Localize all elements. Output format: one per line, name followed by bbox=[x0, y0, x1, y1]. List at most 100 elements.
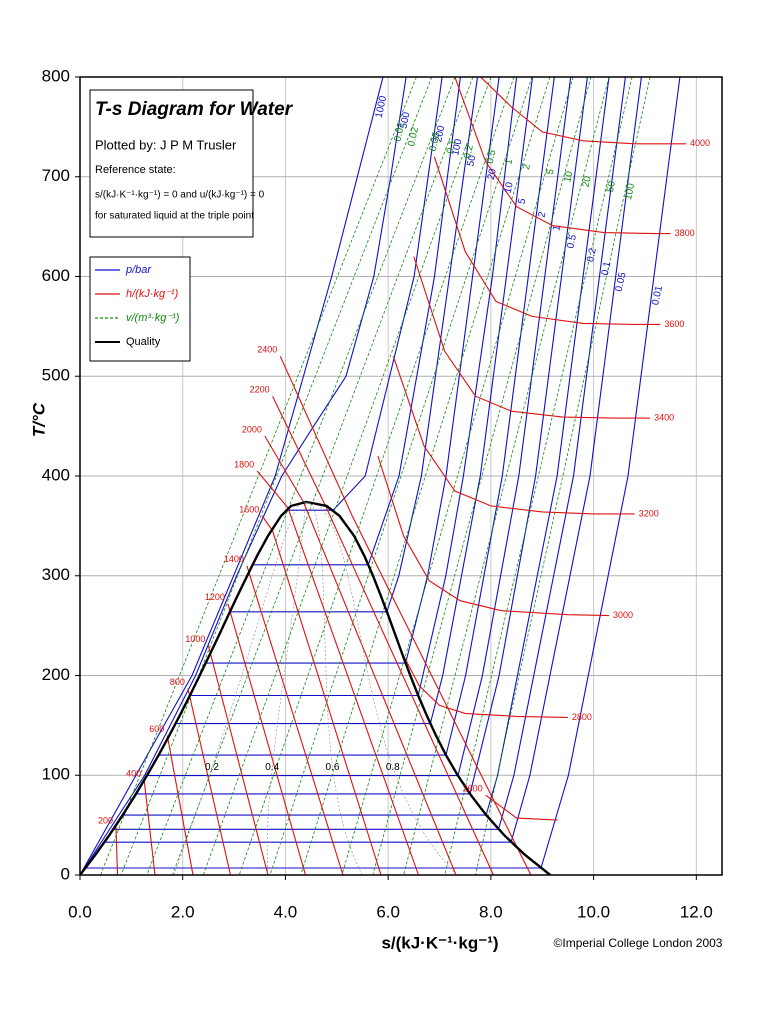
legend-label: p/bar bbox=[125, 264, 152, 276]
curve bbox=[207, 645, 269, 875]
curve bbox=[433, 156, 661, 325]
x-tick-label: 0.0 bbox=[68, 902, 92, 921]
curve-label: 50 bbox=[465, 154, 478, 168]
curve-label: 4000 bbox=[690, 138, 710, 148]
curve-label: 20 bbox=[486, 167, 499, 181]
curve-label: 200 bbox=[433, 124, 447, 143]
note: for saturated liquid at the triple point bbox=[95, 211, 254, 222]
quality-line bbox=[173, 501, 307, 875]
curve-label: 2200 bbox=[250, 385, 270, 395]
legend-label: v/(m³·kg⁻¹) bbox=[126, 312, 180, 324]
legend-box bbox=[89, 256, 191, 362]
y-tick-label: 100 bbox=[42, 765, 70, 784]
curve-label: 5 bbox=[516, 197, 528, 205]
curve-labels: 10005002001005020105210.50.20.10.050.012… bbox=[98, 94, 710, 825]
quality-line bbox=[306, 501, 363, 875]
curve-label: 0.5 bbox=[485, 148, 499, 164]
curves bbox=[80, 77, 686, 875]
quality-label: 0.6 bbox=[326, 762, 340, 773]
quality-label: 0.2 bbox=[205, 762, 219, 773]
curve bbox=[146, 77, 572, 777]
curve-label: 0.01 bbox=[392, 121, 407, 143]
curve-label: 50 bbox=[605, 180, 618, 194]
curve bbox=[238, 77, 515, 875]
title-box bbox=[89, 89, 254, 238]
curve bbox=[400, 650, 568, 718]
curve-label: 800 bbox=[170, 677, 185, 687]
curve-label: 1400 bbox=[224, 554, 244, 564]
curve bbox=[485, 794, 558, 821]
curve bbox=[392, 356, 635, 515]
curve-label: 2800 bbox=[572, 712, 592, 722]
curve-label: 0.05 bbox=[614, 271, 629, 293]
curve bbox=[246, 565, 344, 875]
chart-subtitle: Plotted by: J P M Trusler bbox=[95, 137, 237, 152]
quality-label: 0.8 bbox=[386, 762, 400, 773]
chart-title: T-s Diagram for Water bbox=[95, 99, 294, 120]
curve bbox=[80, 77, 384, 875]
curve-label: 3600 bbox=[664, 319, 684, 329]
curve-label: 1800 bbox=[234, 459, 254, 469]
curve bbox=[136, 77, 588, 795]
curve bbox=[122, 77, 610, 816]
y-tick-label: 700 bbox=[42, 166, 70, 185]
curve-label: 0.01 bbox=[650, 284, 665, 306]
curve-label: 0.1 bbox=[600, 260, 614, 276]
curve bbox=[172, 77, 474, 875]
curve-label: 3200 bbox=[639, 508, 659, 518]
quality-line bbox=[306, 501, 457, 875]
curve bbox=[146, 77, 456, 875]
y-tick-label: 200 bbox=[42, 665, 70, 684]
credit: ©Imperial College London 2003 bbox=[554, 936, 723, 950]
curve-label: 0.2 bbox=[462, 143, 476, 159]
curve bbox=[120, 77, 433, 875]
x-tick-label: 12.0 bbox=[680, 902, 713, 921]
axes: 0.0 2.0 4.0 6.0 8.0 10.0 12.001002003004005006… bbox=[42, 66, 713, 921]
curve bbox=[113, 77, 626, 830]
y-axis-label: T/°C bbox=[29, 402, 48, 437]
curve-label: 400 bbox=[126, 769, 141, 779]
curve bbox=[480, 77, 686, 145]
x-axis-label: s/(kJ·K⁻¹·kg⁻¹) bbox=[381, 933, 498, 952]
curve bbox=[187, 688, 232, 875]
curve bbox=[202, 77, 492, 875]
curve-label: 1000 bbox=[185, 634, 205, 644]
curve-label: 100 bbox=[623, 182, 637, 201]
y-tick-label: 400 bbox=[42, 465, 70, 484]
curve-label: 2 bbox=[537, 210, 549, 218]
legend-label: h/(kJ·kg⁻¹) bbox=[126, 288, 179, 300]
curve bbox=[166, 735, 194, 875]
curve-label: 2000 bbox=[242, 424, 262, 434]
curve-label: 1 bbox=[551, 224, 563, 232]
legend: p/bar h/(kJ·kg⁻¹) v/(m³·kg⁻¹) Quality bbox=[95, 264, 180, 348]
curve-label: 3800 bbox=[675, 228, 695, 238]
curve-label: 600 bbox=[149, 724, 164, 734]
curve bbox=[175, 77, 534, 725]
curve-label: 2 bbox=[521, 163, 533, 171]
y-tick-label: 0 bbox=[61, 864, 70, 883]
note: s/(kJ·K⁻¹·kg⁻¹) = 0 and u/(kJ·kg⁻¹) = 0 bbox=[95, 190, 265, 201]
curve bbox=[444, 77, 633, 875]
curve-label: 500 bbox=[398, 111, 412, 130]
curve bbox=[230, 77, 479, 613]
note: Reference state: bbox=[95, 164, 176, 176]
curve bbox=[104, 77, 642, 843]
curve bbox=[286, 77, 443, 511]
x-tick-label: 4.0 bbox=[274, 902, 298, 921]
curve-label: 200 bbox=[98, 815, 113, 825]
curve-label: 10 bbox=[503, 181, 516, 195]
curve bbox=[100, 77, 417, 875]
curve-label: 0.5 bbox=[565, 233, 579, 249]
curve bbox=[475, 77, 651, 875]
y-tick-label: 500 bbox=[42, 366, 70, 385]
curve-label: 100 bbox=[450, 138, 464, 157]
x-tick-label: 6.0 bbox=[376, 902, 400, 921]
quality-line bbox=[266, 501, 307, 875]
curve-label: 1200 bbox=[205, 592, 225, 602]
y-tick-label: 600 bbox=[42, 266, 70, 285]
curve bbox=[413, 256, 651, 419]
curve-label: 0.2 bbox=[585, 247, 599, 263]
curve bbox=[341, 77, 574, 875]
y-tick-label: 800 bbox=[42, 66, 70, 85]
